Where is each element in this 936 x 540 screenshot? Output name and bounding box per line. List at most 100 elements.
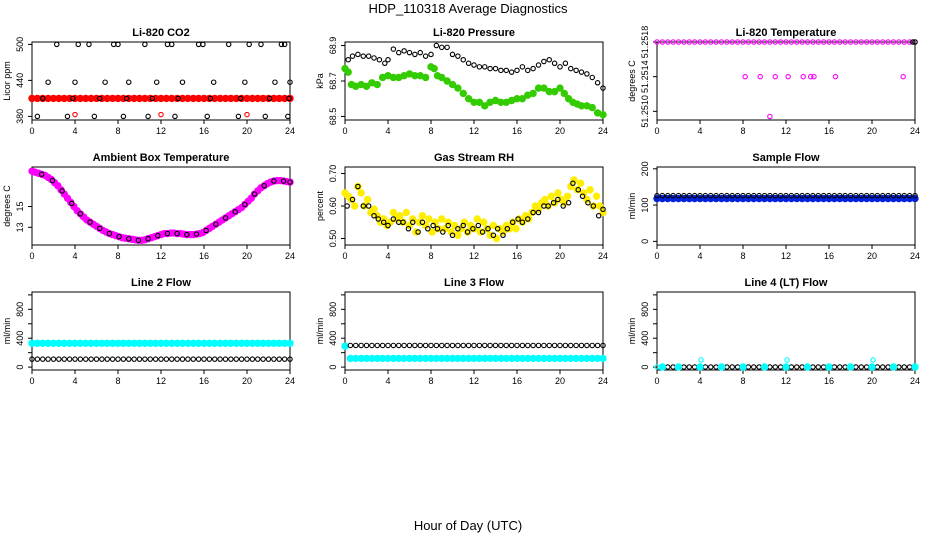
x-tick-label: 0 [29,126,34,136]
x-tick-label: 12 [469,376,479,386]
data-point [479,229,486,235]
data-point [142,41,148,48]
data-point [102,79,108,85]
data-point [481,102,489,110]
y-tick-label: 0.60 [328,197,338,215]
data-point [906,192,913,199]
data-point [142,356,148,362]
series-1 [654,192,918,199]
data-point [734,364,741,370]
series-0 [653,194,919,203]
data-point [777,39,784,45]
data-point [785,73,791,80]
x-tick-label: 12 [781,126,791,136]
x-tick-label: 16 [512,251,522,261]
data-points [653,192,919,203]
data-point [846,363,855,371]
y-tick-label: 15 [15,202,25,212]
data-point [750,364,757,370]
data-point [417,49,423,56]
data-point [803,363,812,371]
data-point [885,192,891,199]
data-point [438,215,446,223]
data-point [38,171,45,178]
data-point [901,364,907,370]
data-point [444,342,450,349]
data-point [492,234,501,243]
data-point [163,356,170,362]
y-axis-label: Licor ppm [2,61,12,101]
x-tick-label: 12 [781,251,791,261]
panel-title: Li-820 Pressure [433,27,515,39]
data-point [449,51,456,58]
data-point [885,39,891,45]
x-tick-label: 8 [428,376,433,386]
x-tick-label: 20 [242,126,252,136]
x-tick-label: 4 [697,126,702,136]
data-point [782,363,790,371]
data-point [750,192,757,199]
data-point [579,189,588,197]
data-point [546,56,552,63]
data-point [251,191,258,197]
y-axis-label: degrees C [2,185,12,227]
data-point [842,192,848,199]
x-tick-label: 0 [342,251,347,261]
data-point [72,111,78,118]
data-point [853,39,859,45]
data-point [815,364,821,370]
panel-li-820-temperature: Li-820 Temperature 0 4 8 12 16 20 24 51.2510 51.2… [627,26,920,136]
series-0 [341,176,607,243]
data-point [675,192,682,199]
data-point [799,192,805,199]
data-point [365,203,372,209]
data-point [266,95,273,102]
data-point [341,342,349,350]
data-point [365,53,372,59]
data-point [169,41,175,48]
x-tick-label: 4 [72,251,77,261]
data-point [734,192,741,199]
data-point [826,39,832,45]
data-point [459,89,467,98]
data-point [350,202,359,210]
data-point [158,111,164,118]
data-point [371,213,377,219]
data-point [664,192,671,199]
y-tick-label: 0 [640,365,650,370]
data-point [246,41,252,48]
data-point [260,356,266,362]
data-point [595,213,602,219]
data-point [691,39,698,45]
data-point [465,60,472,67]
y-tick-label: 13 [15,222,25,232]
data-point [589,74,595,81]
data-points [654,39,918,120]
data-point [109,356,116,362]
data-point [508,69,515,75]
data-point [39,95,46,102]
y-tick-label: 0 [640,239,650,244]
data-point [56,356,62,362]
data-point [570,180,576,187]
data-point [352,342,359,349]
data-point [86,41,92,48]
data-point [563,192,572,200]
data-point [686,192,692,199]
data-point [761,39,768,45]
data-point [363,195,372,204]
data-point [255,356,261,362]
data-point [535,342,542,349]
data-point [355,183,361,190]
data-point [750,39,757,45]
data-point [487,65,493,72]
data-point [422,53,429,59]
data-point [562,60,569,67]
data-point [444,44,450,51]
data-point [729,192,735,199]
data-point [896,192,902,199]
data-point [405,226,412,232]
x-tick-label: 8 [428,251,433,261]
data-point [126,356,132,362]
data-point [430,222,436,229]
